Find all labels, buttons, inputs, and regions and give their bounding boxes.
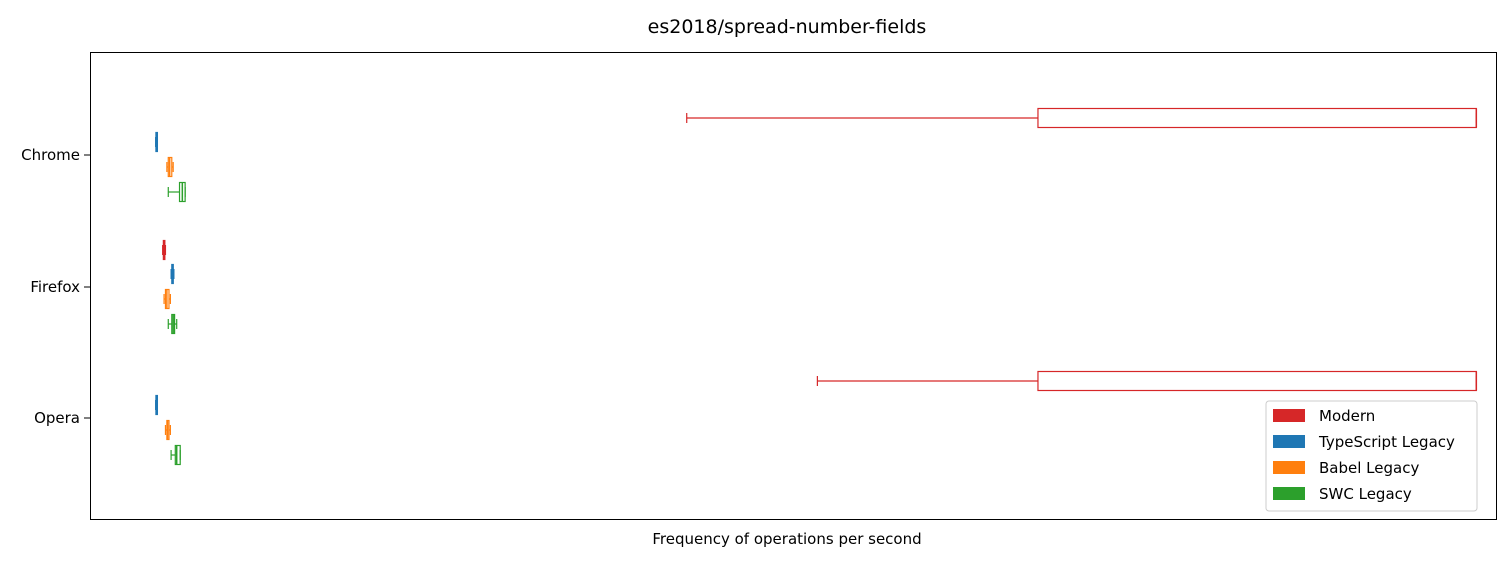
box-series-group [155, 107, 1478, 466]
legend-label-modern: Modern [1319, 407, 1375, 425]
legend-swatch-swc-legacy [1273, 487, 1305, 500]
box-modern-firefox [162, 239, 167, 261]
x-axis-label: Frequency of operations per second [652, 530, 921, 548]
box-iqr [1037, 370, 1477, 392]
y-axis-ticks: Chrome Firefox Opera [21, 146, 90, 427]
box-modern-chrome [686, 107, 1478, 129]
plot-area [90, 52, 1497, 520]
y-tick-label-opera: Opera [34, 409, 80, 427]
box-swc-legacy-chrome [167, 181, 186, 203]
box-iqr [1037, 107, 1477, 129]
box-typescript-legacy-firefox [170, 263, 175, 285]
box-typescript-legacy-opera [155, 394, 159, 416]
box-swc-legacy-opera [170, 444, 181, 466]
box-modern-opera [816, 370, 1478, 392]
y-tick-label-firefox: Firefox [30, 278, 80, 296]
box-typescript-legacy-chrome [155, 131, 159, 153]
legend-label-babel-legacy: Babel Legacy [1319, 459, 1419, 477]
box-swc-legacy-firefox [167, 313, 178, 335]
box-babel-legacy-chrome [166, 156, 174, 178]
box-iqr [174, 444, 181, 466]
box-babel-legacy-opera [164, 419, 171, 441]
legend-swatch-typescript-legacy [1273, 435, 1305, 448]
legend-label-typescript-legacy: TypeScript Legacy [1318, 433, 1455, 451]
legend-swatch-modern [1273, 409, 1305, 422]
legend: Modern TypeScript Legacy Babel Legacy SWC L… [1265, 400, 1478, 512]
box-babel-legacy-firefox [163, 288, 171, 310]
legend-swatch-babel-legacy [1273, 461, 1305, 474]
y-tick-label-chrome: Chrome [21, 146, 80, 164]
chart-title: es2018/spread-number-fields [648, 16, 927, 38]
legend-label-swc-legacy: SWC Legacy [1319, 485, 1412, 503]
legend-frame [1265, 400, 1478, 512]
